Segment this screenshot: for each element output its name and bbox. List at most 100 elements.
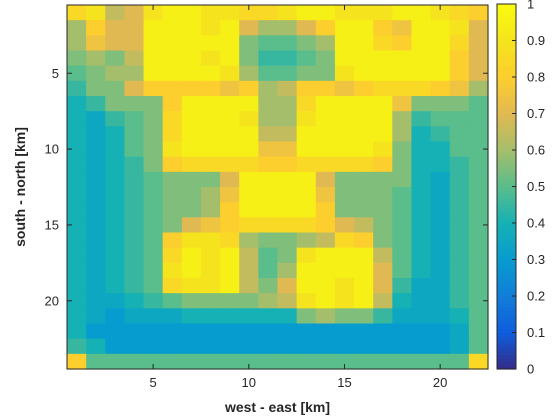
x-tick-label: 10 — [242, 375, 256, 390]
heatmap-cell — [220, 187, 240, 203]
heatmap-cell — [124, 247, 145, 264]
colorbar-segment — [497, 69, 516, 74]
heatmap-cell — [258, 5, 279, 21]
heatmap-cell — [449, 262, 470, 279]
heatmap-cell — [105, 171, 126, 188]
heatmap-cell — [468, 5, 489, 21]
colorbar-segment — [497, 244, 516, 250]
heatmap-cell — [411, 111, 432, 127]
heatmap-cell — [220, 278, 240, 294]
heatmap-cell — [392, 278, 413, 294]
colorbar-segment — [497, 365, 516, 370]
heatmap-cell — [67, 80, 87, 97]
colorbar-segment — [497, 22, 516, 27]
colorbar-segment — [497, 266, 516, 272]
heatmap-cell — [162, 126, 183, 143]
heatmap-cell — [67, 187, 87, 203]
heatmap-cell — [124, 338, 145, 355]
heatmap-cell — [296, 96, 317, 112]
heatmap-cell — [296, 5, 317, 21]
heatmap-cell — [143, 5, 164, 21]
heatmap-cell — [220, 111, 240, 127]
colorbar-tick-label: 0.2 — [527, 289, 545, 304]
heatmap-cell — [373, 353, 393, 370]
heatmap-cell — [277, 202, 298, 218]
heatmap-cell — [67, 65, 87, 82]
colorbar-segment — [497, 263, 516, 268]
heatmap-cell — [430, 202, 451, 218]
heatmap-cell — [411, 80, 432, 97]
heatmap-cell — [334, 278, 355, 294]
heatmap-cell — [354, 20, 374, 36]
heatmap-cell — [200, 323, 221, 340]
heatmap-cell — [277, 247, 298, 264]
heatmap-cell — [430, 126, 451, 143]
heatmap-cell — [86, 5, 106, 21]
heatmap-cell — [411, 262, 432, 279]
colorbar-segment — [497, 146, 516, 151]
colorbar-segment — [497, 274, 516, 279]
heatmap-cell — [105, 35, 126, 52]
heatmap-cell — [220, 262, 240, 279]
heatmap-cell — [258, 293, 279, 309]
colorbar-segment — [497, 36, 516, 42]
heatmap-cell — [411, 35, 432, 52]
heatmap-cell — [143, 126, 164, 143]
heatmap-cell — [373, 5, 393, 21]
heatmap-cell — [181, 111, 202, 127]
heatmap-cell — [373, 308, 393, 325]
colorbar-segment — [497, 310, 516, 315]
heatmap-cell — [162, 5, 183, 21]
colorbar-segment — [497, 354, 516, 359]
heatmap-cell — [411, 338, 432, 355]
heatmap-cell — [296, 232, 317, 249]
heatmap-cell — [373, 247, 393, 264]
heatmap-cell — [105, 111, 126, 127]
heatmap-cell — [239, 338, 259, 355]
colorbar-segment — [497, 219, 516, 224]
heatmap-cell — [334, 126, 355, 143]
heatmap-cell — [239, 247, 259, 264]
heatmap-cell — [67, 353, 87, 370]
heatmap-cell — [239, 202, 259, 218]
colorbar-segment — [497, 255, 516, 261]
heatmap-cell — [373, 202, 393, 218]
heatmap-cell — [258, 111, 279, 127]
heatmap-cell — [258, 202, 279, 218]
heatmap-cell — [392, 35, 413, 52]
heatmap-cell — [181, 35, 202, 52]
heatmap-cell — [315, 278, 336, 294]
heatmap-cell — [86, 308, 106, 325]
heatmap-cell — [200, 338, 221, 355]
heatmap-cell — [220, 96, 240, 112]
heatmap-cell — [181, 20, 202, 36]
heatmap-cell — [162, 65, 183, 82]
heatmap-cell — [124, 262, 145, 279]
heatmap-cell — [430, 111, 451, 127]
heatmap-cell — [143, 338, 164, 355]
heatmap-cell — [468, 217, 489, 234]
heatmap-cell — [373, 80, 393, 97]
heatmap-cell — [430, 293, 451, 309]
heatmap-cell — [105, 278, 126, 294]
heatmap-cell — [67, 171, 87, 188]
colorbar: 0 0.1 0.2 0.3 0.4 0.5 0.6 0.7 0.8 0.9 1 — [496, 0, 545, 377]
heatmap-cell — [86, 156, 106, 173]
colorbar-segment — [497, 18, 516, 23]
heatmap-cell — [181, 5, 202, 21]
heatmap-cell — [449, 232, 470, 249]
heatmap-cell — [296, 141, 317, 158]
heatmap-cell — [143, 202, 164, 218]
heatmap-cell — [124, 96, 145, 112]
heatmap-cell — [239, 156, 259, 173]
heatmap-cell — [162, 187, 183, 203]
colorbar-segment — [497, 55, 516, 60]
heatmap-cell — [239, 126, 259, 143]
heatmap-cell — [86, 35, 106, 52]
heatmap-cell — [392, 171, 413, 188]
heatmap-cell — [411, 247, 432, 264]
heatmap-cell — [296, 278, 317, 294]
heatmap-cell — [411, 202, 432, 218]
heatmap-cell — [239, 353, 259, 370]
heatmap-cell — [430, 262, 451, 279]
